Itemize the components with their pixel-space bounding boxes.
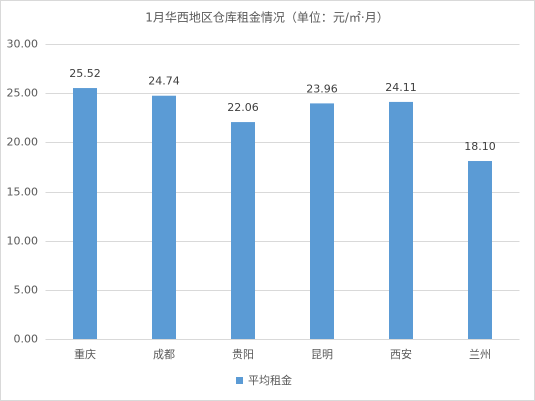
data-label: 23.96 <box>306 82 338 95</box>
legend-label: 平均租金 <box>248 373 292 387</box>
y-tick-label: 30.00 <box>7 38 39 51</box>
bar <box>73 88 97 339</box>
y-tick-label: 25.00 <box>7 87 39 100</box>
bar <box>152 95 176 340</box>
x-tick-label: 昆明 <box>311 348 333 361</box>
x-tick-label: 重庆 <box>74 347 96 361</box>
bar <box>468 161 492 339</box>
bar <box>389 101 413 339</box>
y-tick-label: 10.00 <box>7 235 39 248</box>
y-tick-label: 15.00 <box>7 186 39 199</box>
x-tick-label: 兰州 <box>469 348 491 361</box>
data-label: 18.10 <box>464 140 496 153</box>
y-tick-label: 5.00 <box>14 284 39 297</box>
data-label: 22.06 <box>227 101 259 114</box>
x-tick-label: 成都 <box>153 348 175 361</box>
bar <box>310 103 334 339</box>
y-tick-label: 20.00 <box>7 136 39 149</box>
bar <box>231 122 255 340</box>
data-label: 25.52 <box>69 67 101 80</box>
x-tick-label: 贵阳 <box>232 348 254 361</box>
data-label: 24.11 <box>385 81 417 94</box>
legend-swatch <box>236 377 243 384</box>
data-label: 24.74 <box>148 75 180 88</box>
chart-title: 1月华西地区仓库租金情况（单位：元/㎡·月） <box>145 10 389 25</box>
x-tick-label: 西安 <box>390 347 412 361</box>
y-tick-label: 0.00 <box>14 333 39 346</box>
